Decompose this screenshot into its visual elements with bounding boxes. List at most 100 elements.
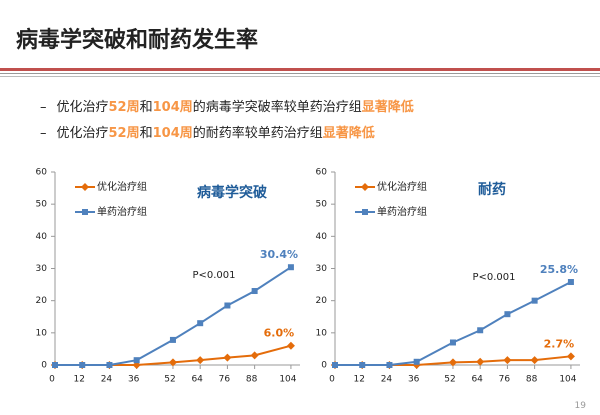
bullet-text: 52周	[108, 126, 140, 141]
marker	[476, 357, 485, 366]
marker	[168, 358, 177, 367]
marker	[567, 279, 574, 286]
y-tick-label: 20	[36, 296, 48, 306]
data-label: 6.0%	[264, 327, 295, 340]
legend-label: 优化治疗组	[97, 180, 147, 193]
marker	[448, 358, 457, 367]
marker	[449, 339, 456, 346]
marker	[566, 352, 575, 361]
marker	[82, 209, 88, 215]
bullet-text: 显著降低	[361, 100, 414, 115]
x-tick-label: 12	[353, 375, 364, 385]
x-tick-label: 64	[191, 375, 203, 385]
bullet-text: 104周	[152, 100, 193, 115]
marker	[362, 209, 368, 215]
marker	[197, 320, 204, 327]
x-tick-label: 36	[128, 375, 140, 385]
y-tick-label: 20	[316, 296, 328, 306]
x-tick-label: 36	[408, 375, 420, 385]
bullet-text: 优化治疗	[56, 126, 109, 141]
x-tick-label: 76	[499, 375, 511, 385]
bullet-marker: –	[40, 126, 47, 141]
y-tick-label: 60	[316, 168, 328, 178]
bullet: – 优化治疗52周和104周的耐药率较单药治疗组显著降低	[40, 122, 375, 141]
y-tick-label: 40	[36, 232, 48, 242]
bullet-text: 和	[139, 100, 153, 115]
x-tick-label: 104	[559, 375, 576, 385]
y-tick-label: 60	[36, 168, 48, 178]
x-tick-label: 0	[49, 375, 55, 385]
marker	[287, 264, 294, 271]
header-rule	[0, 68, 600, 71]
marker	[530, 356, 539, 365]
y-tick-label: 10	[316, 328, 328, 338]
x-tick-label: 24	[101, 375, 113, 385]
bullet: – 优化治疗52周和104周的病毒学突破率较单药治疗组显著降低	[40, 96, 414, 115]
bullet-text: 显著降低	[322, 126, 375, 141]
y-tick-label: 40	[316, 232, 328, 242]
series-line	[55, 266, 292, 366]
bullet-text: 的病毒学突破率较单药治疗组	[192, 100, 362, 115]
marker	[413, 358, 420, 365]
marker	[224, 302, 231, 309]
marker	[81, 183, 89, 191]
marker	[531, 297, 538, 304]
data-label: 2.7%	[544, 337, 575, 350]
marker	[52, 362, 58, 368]
marker	[169, 336, 176, 343]
y-tick-label: 10	[36, 328, 48, 338]
chart-title: 病毒学突破	[197, 184, 267, 201]
y-tick-label: 0	[321, 361, 327, 371]
marker	[133, 357, 140, 364]
data-label: 25.8%	[540, 263, 578, 276]
x-tick-label: 76	[219, 375, 231, 385]
bullet-marker: –	[40, 100, 47, 115]
bullet-text: 和	[139, 126, 153, 141]
marker	[359, 362, 366, 368]
y-tick-label: 50	[36, 200, 48, 210]
slide-title: 病毒学突破和耐药发生率	[16, 28, 259, 53]
annotation: P<0.001	[472, 272, 515, 283]
x-tick-label: 52	[164, 375, 175, 385]
bullet-text: 104周	[152, 126, 193, 141]
legend-label: 单药治疗组	[377, 205, 427, 218]
marker	[386, 362, 393, 368]
marker	[504, 311, 511, 318]
marker	[79, 362, 86, 368]
annotation: P<0.001	[192, 270, 235, 281]
y-tick-label: 50	[316, 200, 328, 210]
x-tick-label: 24	[381, 375, 393, 385]
marker	[251, 288, 258, 295]
marker	[503, 356, 512, 365]
y-tick-label: 0	[41, 361, 47, 371]
x-tick-label: 12	[73, 375, 84, 385]
y-tick-label: 30	[36, 264, 48, 274]
x-tick-label: 88	[246, 375, 258, 385]
x-tick-label: 64	[471, 375, 483, 385]
bullet-text: 的耐药率较单药治疗组	[192, 126, 323, 141]
x-tick-label: 88	[526, 375, 538, 385]
chart-title: 耐药	[478, 181, 506, 198]
bullet-text: 优化治疗	[56, 100, 109, 115]
marker	[196, 356, 205, 365]
x-tick-label: 104	[279, 375, 296, 385]
legend-label: 优化治疗组	[377, 180, 427, 193]
y-tick-label: 30	[316, 264, 328, 274]
marker	[223, 353, 232, 362]
bullet-text: 52周	[108, 100, 140, 115]
marker	[250, 351, 259, 360]
page-number: 19	[574, 401, 586, 411]
marker	[286, 341, 295, 350]
series-line	[335, 281, 572, 366]
marker	[361, 183, 369, 191]
header-rule	[0, 76, 600, 77]
marker	[477, 327, 484, 334]
header-rule	[0, 73, 600, 74]
marker	[106, 362, 113, 368]
legend-label: 单药治疗组	[97, 205, 147, 218]
x-tick-label: 52	[444, 375, 455, 385]
marker	[332, 362, 338, 368]
data-label: 30.4%	[260, 248, 298, 261]
